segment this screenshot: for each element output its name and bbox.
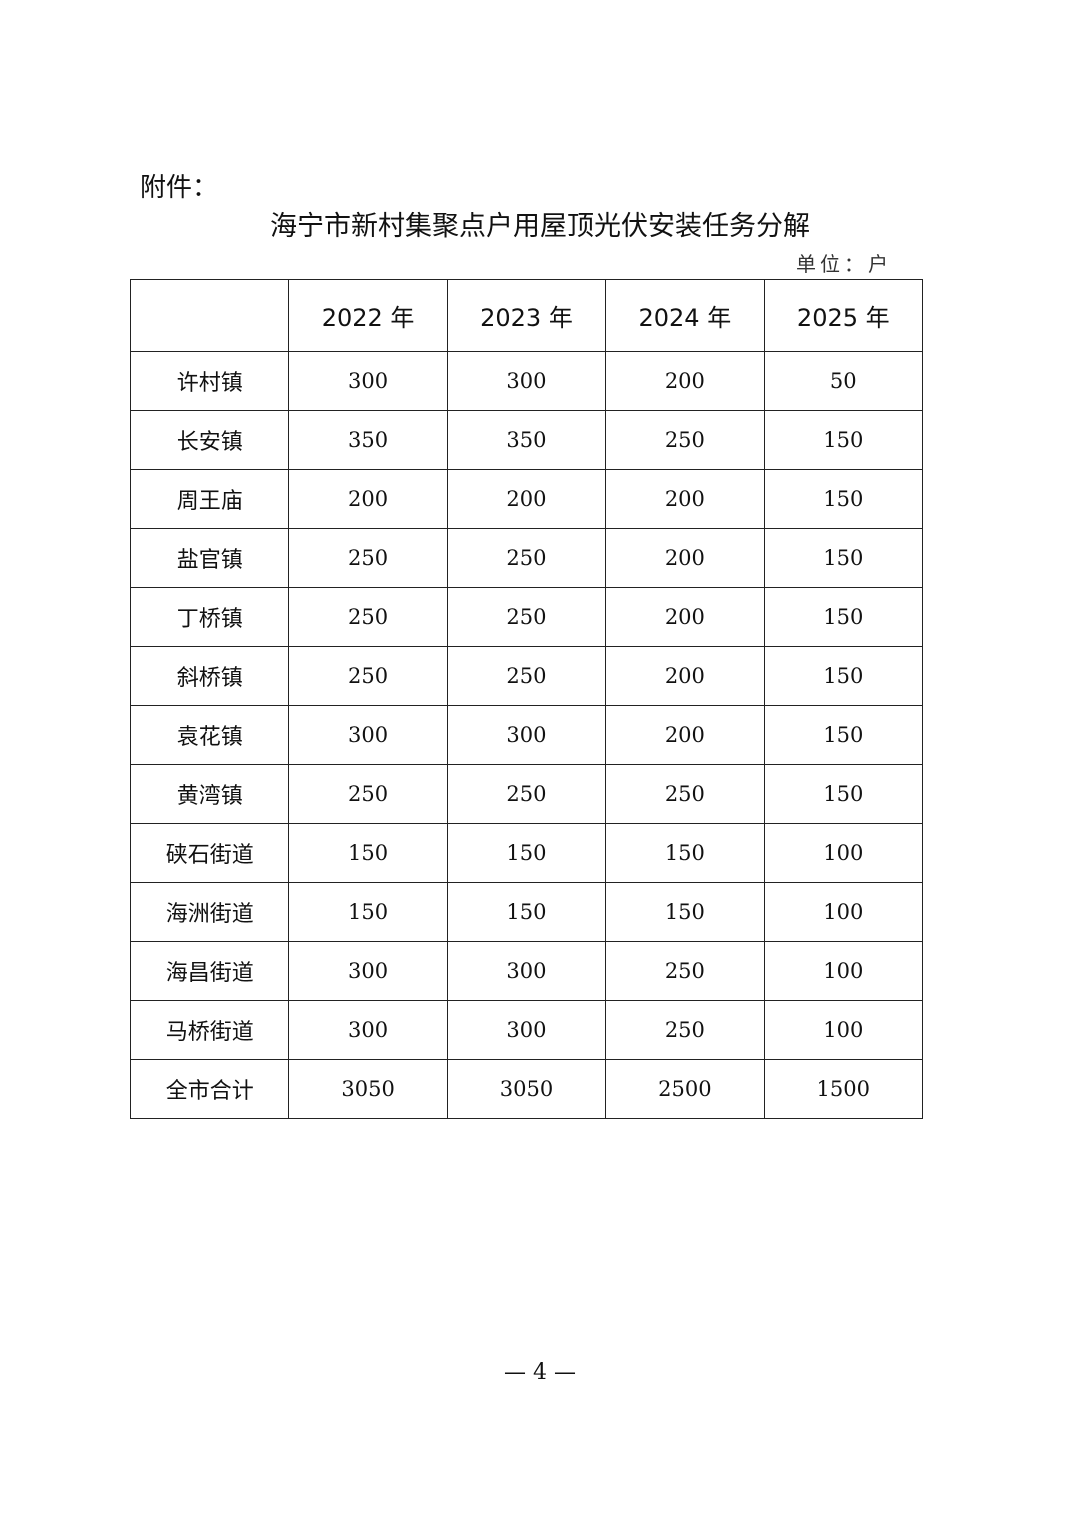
table-cell: 150 <box>288 882 448 942</box>
table-cell: 200 <box>605 528 765 588</box>
row-label: 斜桥镇 <box>129 646 290 706</box>
row-label: 周王庙 <box>129 469 290 529</box>
table-cell: 150 <box>446 882 607 942</box>
table-cell: 150 <box>605 823 765 883</box>
table-cell: 200 <box>605 646 765 706</box>
row-label: 许村镇 <box>129 351 290 411</box>
table-cell: 100 <box>763 1000 924 1060</box>
table-header-row: 2022 年 2023 年 2024 年 2025 年 <box>129 279 924 352</box>
table-row: 硖石街道 150 150 150 100 <box>129 823 924 883</box>
task-table: 2022 年 2023 年 2024 年 2025 年 许村镇 300 300 200 50 长… <box>129 279 924 1119</box>
table-cell: 300 <box>288 351 448 411</box>
document-title: 海宁市新村集聚点户用屋顶光伏安装任务分解 <box>270 211 810 242</box>
table-cell: 250 <box>446 587 607 647</box>
table-cell: 250 <box>288 587 448 647</box>
table-cell: 3050 <box>288 1059 448 1119</box>
table-cell: 200 <box>605 705 765 765</box>
table-row: 周王庙 200 200 200 150 <box>129 469 924 529</box>
column-header: 2022 年 <box>288 279 448 352</box>
row-label: 硖石街道 <box>129 823 290 883</box>
row-label: 盐官镇 <box>129 528 290 588</box>
table-cell: 150 <box>288 823 448 883</box>
table-cell: 250 <box>605 1000 765 1060</box>
attachment-label: 附件： <box>140 173 219 203</box>
row-label: 马桥街道 <box>129 1000 290 1060</box>
table-cell: 250 <box>605 410 765 470</box>
table-cell: 150 <box>763 705 924 765</box>
table-cell: 300 <box>446 351 607 411</box>
column-header <box>129 279 290 352</box>
table-cell: 200 <box>288 469 448 529</box>
table-cell: 300 <box>446 705 607 765</box>
table-cell: 300 <box>288 1000 448 1060</box>
table-cell: 100 <box>763 823 924 883</box>
page-number: — 4 — <box>504 1360 576 1385</box>
table-cell: 150 <box>763 528 924 588</box>
table-cell: 300 <box>288 705 448 765</box>
table-cell: 300 <box>446 941 607 1001</box>
table-cell: 300 <box>288 941 448 1001</box>
table-cell: 150 <box>763 469 924 529</box>
column-header: 2025 年 <box>763 279 924 352</box>
table-row: 盐官镇 250 250 200 150 <box>129 528 924 588</box>
table-cell: 150 <box>446 823 607 883</box>
table-cell: 250 <box>288 764 448 824</box>
table-cell: 50 <box>763 351 924 411</box>
table-cell: 150 <box>763 410 924 470</box>
column-header: 2024 年 <box>605 279 765 352</box>
table-row: 斜桥镇 250 250 200 150 <box>129 646 924 706</box>
row-label: 海洲街道 <box>129 882 290 942</box>
table-cell: 200 <box>605 587 765 647</box>
table-cell: 3050 <box>446 1059 607 1119</box>
table-cell: 150 <box>763 764 924 824</box>
table-row: 黄湾镇 250 250 250 150 <box>129 764 924 824</box>
table-cell: 250 <box>446 764 607 824</box>
table-cell: 350 <box>288 410 448 470</box>
table-cell: 100 <box>763 941 924 1001</box>
table-cell: 2500 <box>605 1059 765 1119</box>
table-row: 许村镇 300 300 200 50 <box>129 351 924 411</box>
table-row: 马桥街道 300 300 250 100 <box>129 1000 924 1060</box>
table-cell: 250 <box>446 528 607 588</box>
table-row: 袁花镇 300 300 200 150 <box>129 705 924 765</box>
table-cell: 200 <box>446 469 607 529</box>
table-row: 全市合计 3050 3050 2500 1500 <box>129 1059 924 1119</box>
table-cell: 300 <box>446 1000 607 1060</box>
column-header: 2023 年 <box>446 279 607 352</box>
row-label: 海昌街道 <box>129 941 290 1001</box>
table-row: 长安镇 350 350 250 150 <box>129 410 924 470</box>
row-label: 长安镇 <box>129 410 290 470</box>
unit-label: 单位：户 <box>796 252 892 276</box>
table-cell: 150 <box>763 646 924 706</box>
table-cell: 250 <box>446 646 607 706</box>
table-cell: 350 <box>446 410 607 470</box>
table-cell: 200 <box>605 469 765 529</box>
table-cell: 250 <box>605 764 765 824</box>
row-label: 黄湾镇 <box>129 764 290 824</box>
table-cell: 150 <box>605 882 765 942</box>
table-row: 海洲街道 150 150 150 100 <box>129 882 924 942</box>
table-row: 海昌街道 300 300 250 100 <box>129 941 924 1001</box>
table-cell: 250 <box>288 528 448 588</box>
table-row: 丁桥镇 250 250 200 150 <box>129 587 924 647</box>
table-cell: 250 <box>288 646 448 706</box>
table-cell: 150 <box>763 587 924 647</box>
table-cell: 200 <box>605 351 765 411</box>
row-label: 袁花镇 <box>129 705 290 765</box>
table-cell: 100 <box>763 882 924 942</box>
row-label: 丁桥镇 <box>129 587 290 647</box>
table-cell: 1500 <box>763 1059 924 1119</box>
row-label: 全市合计 <box>129 1059 290 1119</box>
table-cell: 250 <box>605 941 765 1001</box>
